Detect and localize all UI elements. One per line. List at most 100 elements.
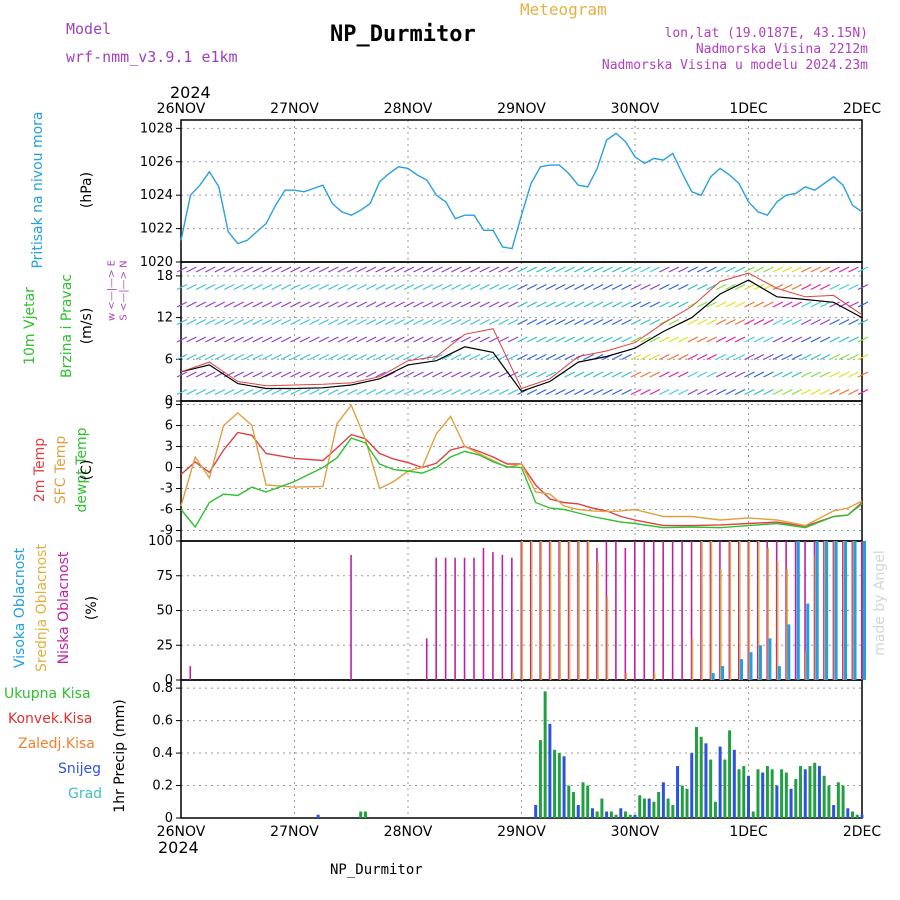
wind-barb — [725, 266, 736, 273]
wind-barb — [299, 318, 311, 326]
wind-barb — [696, 336, 708, 343]
precip-bar — [595, 811, 599, 818]
cloud-bar — [740, 659, 744, 680]
wind-barb — [517, 336, 528, 343]
wind-barb — [479, 301, 490, 308]
wind-barb — [782, 301, 793, 308]
wind-barb — [592, 388, 604, 396]
wind-barb — [252, 336, 263, 343]
wind-barb — [252, 371, 263, 378]
wind-barb — [857, 353, 869, 361]
wind-barb — [838, 283, 850, 291]
precip-bar — [581, 782, 585, 818]
y-tick-label: -9 — [160, 524, 173, 539]
wind-barb — [687, 388, 699, 396]
wind-barb — [252, 318, 263, 326]
wind-barb — [403, 318, 415, 326]
cloud-bar — [624, 547, 627, 680]
wind-barb — [744, 266, 755, 273]
cloud-bar — [492, 552, 494, 680]
wind-barb — [753, 353, 765, 361]
precip-bar — [642, 798, 646, 818]
precip-bar — [359, 811, 363, 818]
cloud-bar — [568, 541, 571, 680]
wind-barb — [555, 266, 566, 273]
wind-barb — [517, 301, 528, 308]
footer-label: NP_Durmitor — [330, 862, 423, 878]
wind-barb — [555, 353, 566, 361]
cloud-bar — [748, 541, 751, 680]
wind-barb — [621, 266, 632, 273]
wind-barb — [176, 266, 188, 273]
wind-barb — [819, 318, 831, 326]
wind-barb — [592, 301, 604, 308]
precip-bar — [534, 805, 538, 818]
y-tick-label: 1024 — [140, 188, 173, 203]
cloud-bar — [824, 541, 826, 680]
wind-barb — [744, 388, 755, 396]
wind-barb — [394, 301, 405, 308]
wind-barb — [640, 336, 651, 343]
wind-barb — [460, 301, 472, 308]
cloud-bar — [804, 541, 806, 680]
precip-bar — [860, 814, 864, 818]
y-tick-label: 100 — [148, 534, 173, 549]
wind-barb — [507, 266, 519, 273]
cloud-bar — [834, 541, 838, 680]
wind-barb — [195, 353, 207, 361]
wind-barb — [536, 388, 547, 396]
cloud-bar — [625, 673, 628, 680]
wind-barb — [261, 336, 273, 343]
wind-barb — [706, 371, 717, 378]
wind-barb — [573, 336, 585, 343]
wind-barb — [763, 266, 774, 273]
cloud-bar — [749, 652, 753, 680]
cloud-bar — [711, 673, 715, 680]
wind-barb — [413, 371, 424, 378]
wind-barb — [611, 283, 623, 291]
wind-barb — [772, 318, 784, 326]
wind-barb — [848, 336, 859, 343]
wind-barb — [763, 353, 774, 361]
wind-barb — [488, 371, 500, 378]
wind-barb — [536, 371, 547, 378]
wind-barb — [602, 318, 613, 326]
wind-barb — [810, 336, 821, 343]
wind-barb — [517, 318, 528, 326]
cloud-series-1 — [512, 541, 855, 680]
wind-barb — [242, 266, 254, 273]
wind-barb — [451, 301, 462, 308]
cloud-bar — [681, 541, 683, 680]
wind-barb — [772, 353, 784, 361]
wind-barb — [422, 371, 434, 378]
wind-barb — [829, 266, 840, 273]
wind-barb — [782, 371, 793, 378]
wind-barb — [640, 388, 651, 396]
wind-barb — [545, 318, 557, 326]
wind-barb — [432, 318, 443, 326]
wind-speed-line — [180, 279, 863, 393]
wind-barb — [668, 283, 680, 291]
wind-barb — [375, 266, 386, 273]
wind-barb — [848, 388, 859, 396]
wind-barb — [791, 318, 803, 326]
wind-barb — [318, 318, 330, 326]
x-tick-label-bottom: 30NOV — [611, 824, 660, 840]
wind-barb — [309, 266, 320, 273]
wind-barb — [668, 388, 680, 396]
wind-barb — [791, 371, 803, 378]
wind-barb — [432, 353, 443, 361]
wind-barb — [469, 388, 481, 396]
wind-barb — [573, 388, 585, 396]
wind-barb — [488, 353, 500, 361]
wind-barb — [621, 283, 632, 291]
cloud-bar — [738, 541, 740, 680]
wind-barb — [479, 283, 490, 291]
wind-barb — [819, 301, 831, 308]
wind-barb — [630, 318, 642, 326]
cloud-bar — [786, 568, 788, 680]
wind-barb — [706, 266, 717, 273]
wind-barb — [800, 336, 812, 343]
y-tick-label: 0.4 — [152, 746, 173, 761]
cloud-bar — [435, 557, 437, 680]
